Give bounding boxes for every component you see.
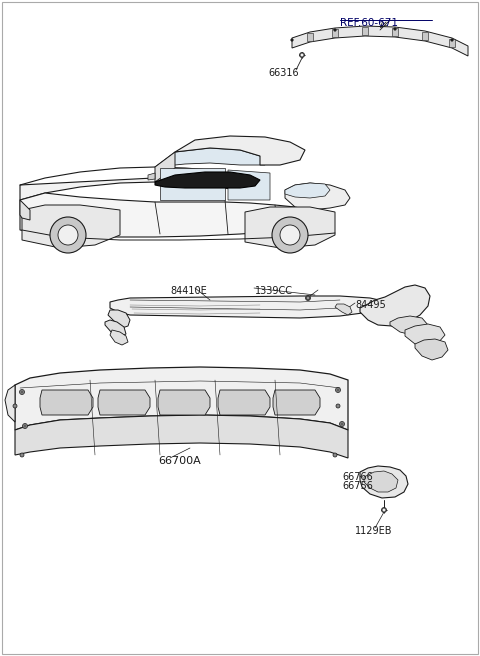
Polygon shape [155, 172, 260, 188]
Text: 84495: 84495 [355, 300, 386, 310]
Polygon shape [332, 29, 338, 37]
Polygon shape [22, 205, 120, 248]
Polygon shape [160, 168, 225, 200]
Circle shape [382, 508, 386, 512]
Circle shape [291, 39, 293, 41]
Polygon shape [155, 152, 175, 182]
Circle shape [333, 453, 337, 457]
Text: REF.60-671: REF.60-671 [340, 18, 398, 28]
Polygon shape [405, 324, 445, 347]
Polygon shape [362, 27, 368, 35]
Circle shape [272, 217, 308, 253]
Polygon shape [422, 32, 428, 40]
Polygon shape [245, 207, 335, 248]
Circle shape [383, 509, 385, 511]
Circle shape [305, 295, 311, 300]
Polygon shape [40, 390, 93, 415]
Polygon shape [98, 390, 150, 415]
Circle shape [339, 422, 345, 426]
Polygon shape [20, 193, 315, 237]
Polygon shape [105, 320, 126, 337]
Text: 84410E: 84410E [170, 286, 207, 296]
Polygon shape [158, 390, 210, 415]
Circle shape [50, 217, 86, 253]
Circle shape [300, 52, 304, 58]
Circle shape [394, 28, 396, 30]
Polygon shape [20, 200, 30, 220]
Circle shape [336, 404, 340, 408]
Polygon shape [392, 28, 398, 36]
Polygon shape [415, 339, 448, 360]
Text: 66316: 66316 [268, 68, 299, 78]
Polygon shape [273, 390, 320, 415]
Circle shape [280, 225, 300, 245]
Polygon shape [364, 471, 398, 492]
Circle shape [336, 388, 340, 392]
Polygon shape [15, 415, 348, 458]
Polygon shape [360, 466, 408, 498]
Polygon shape [148, 173, 155, 180]
Polygon shape [228, 170, 270, 200]
Polygon shape [155, 148, 265, 167]
Polygon shape [390, 316, 428, 335]
Circle shape [301, 54, 303, 56]
Circle shape [20, 390, 24, 394]
Circle shape [334, 29, 336, 31]
Polygon shape [292, 26, 468, 56]
Text: 66756: 66756 [342, 481, 373, 491]
Circle shape [337, 389, 339, 391]
Circle shape [307, 297, 309, 299]
Circle shape [13, 404, 17, 408]
Polygon shape [110, 296, 388, 318]
Circle shape [341, 423, 343, 425]
Polygon shape [218, 390, 270, 415]
Polygon shape [285, 183, 350, 210]
Polygon shape [307, 33, 313, 41]
Polygon shape [360, 285, 430, 326]
Circle shape [23, 424, 27, 428]
Polygon shape [335, 304, 352, 315]
Polygon shape [110, 330, 128, 345]
Polygon shape [20, 174, 230, 200]
Text: 66700A: 66700A [158, 456, 201, 466]
Circle shape [24, 425, 26, 427]
Polygon shape [449, 39, 455, 47]
Text: 1129EB: 1129EB [355, 526, 393, 536]
Text: 66766: 66766 [342, 472, 373, 482]
Circle shape [58, 225, 78, 245]
Circle shape [21, 391, 23, 393]
Polygon shape [285, 183, 330, 198]
Circle shape [20, 453, 24, 457]
Polygon shape [108, 310, 130, 328]
Polygon shape [15, 367, 348, 430]
Text: 1339CC: 1339CC [255, 286, 293, 296]
Polygon shape [175, 136, 305, 165]
Polygon shape [5, 385, 15, 422]
Circle shape [451, 39, 453, 41]
